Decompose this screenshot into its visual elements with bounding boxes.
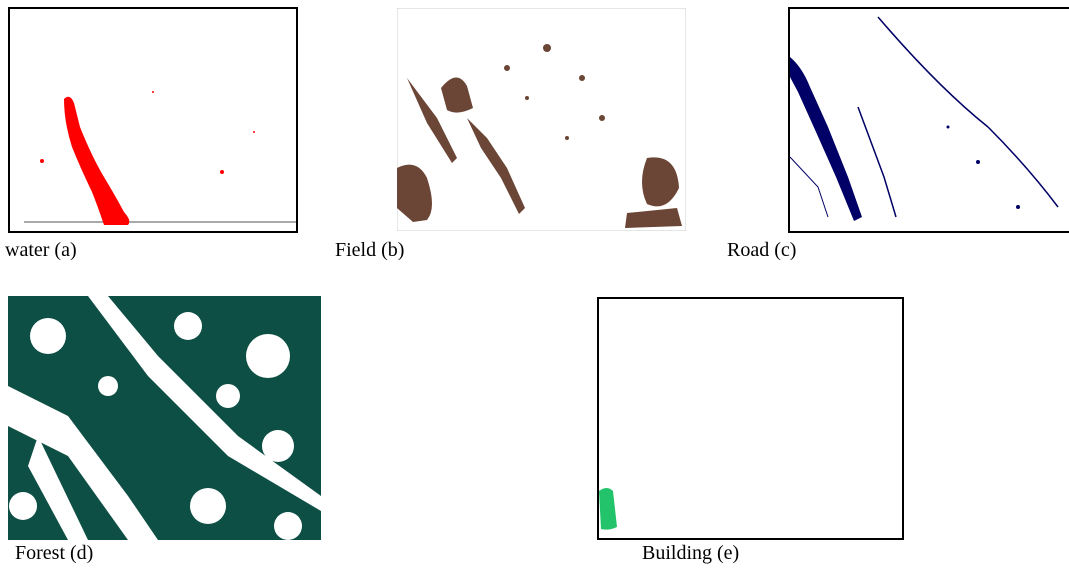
figure-image [397, 8, 686, 231]
caption: Forest (d) [15, 542, 93, 565]
figure-image [788, 7, 1069, 233]
caption: Building (e) [642, 542, 739, 565]
figure-image [8, 296, 321, 540]
caption: water (a) [5, 239, 77, 262]
figure-image [8, 7, 298, 233]
figure-image [597, 297, 904, 540]
page: water (a) Field (b) Road (c) Forest (d) … [0, 0, 1069, 568]
caption: Field (b) [335, 239, 404, 262]
caption: Road (c) [727, 239, 796, 262]
